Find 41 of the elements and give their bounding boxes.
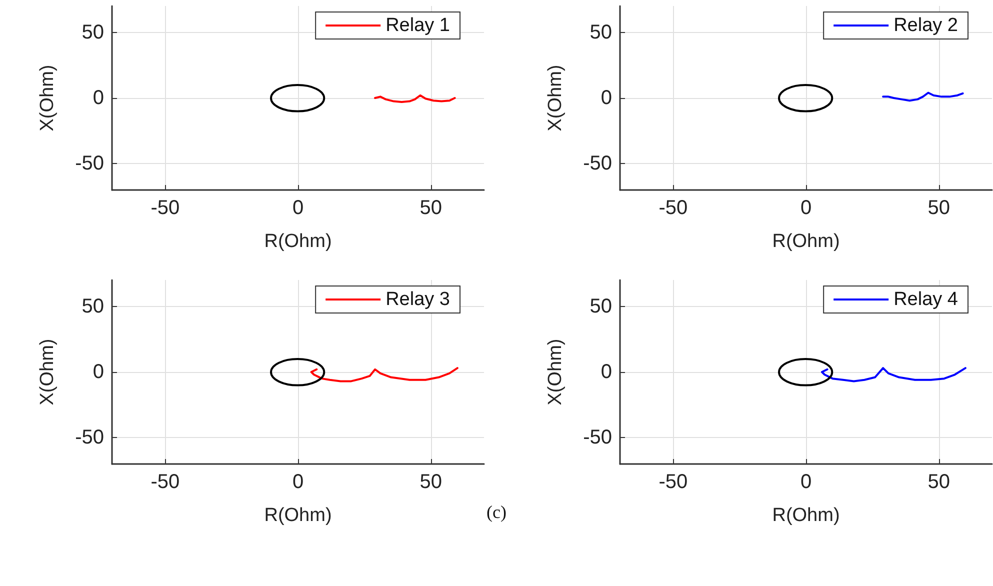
y-axis-title: X(Ohm) [37,64,58,132]
y-tick-label: 0 [600,87,612,109]
y-axis-title: X(Ohm) [37,338,58,406]
x-tick-label: -50 [658,471,688,493]
y-tick-label: 50 [590,295,612,318]
y-tick-label: 0 [600,361,612,383]
x-tick-label: 50 [928,197,950,219]
x-tick-label: -50 [658,197,688,219]
legend-label: Relay 2 [894,15,958,36]
line-series [882,92,964,102]
y-tick-label: -50 [75,426,104,449]
y-tick-label: -50 [583,152,612,175]
x-tick-label: 50 [420,471,442,493]
x-tick-label: 50 [928,471,950,493]
x-axis-title: R(Ohm) [264,505,332,526]
y-axis-title: X(Ohm) [545,64,566,132]
y-tick-label: 0 [92,87,104,109]
x-axis-title: R(Ohm) [264,231,332,252]
line-series [820,367,966,382]
x-tick-label: -50 [150,197,180,219]
y-tick-label: 50 [82,21,104,44]
x-tick-label: 50 [420,197,442,219]
x-tick-label: 0 [292,197,304,219]
x-axis-title: R(Ohm) [772,231,840,252]
x-axis-title: R(Ohm) [772,505,840,526]
y-tick-label: -50 [75,152,104,175]
x-tick-label: -50 [150,471,180,493]
legend-label: Relay 1 [386,15,450,36]
y-tick-label: -50 [583,426,612,449]
y-tick-label: 0 [92,361,104,383]
y-tick-label: 50 [590,21,612,44]
y-axis-title: X(Ohm) [545,338,566,406]
legend-label: Relay 4 [894,289,958,310]
y-tick-label: 50 [82,295,104,318]
legend-label: Relay 3 [386,289,450,310]
text: (c) [486,502,506,522]
x-tick-label: 0 [800,471,812,493]
x-tick-label: 0 [800,197,812,219]
x-tick-label: 0 [292,471,304,493]
line-series [374,94,456,103]
line-series [310,367,458,382]
